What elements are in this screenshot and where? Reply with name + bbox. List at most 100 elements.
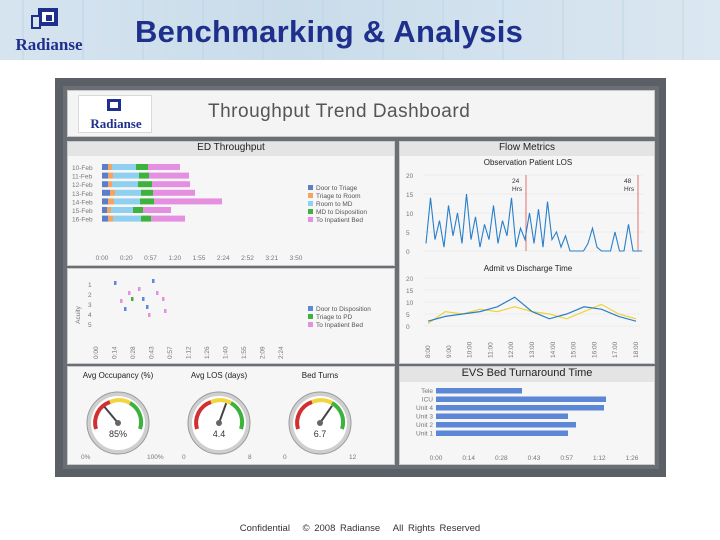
flow-metrics-title: Flow Metrics bbox=[400, 142, 654, 156]
slide-title: Benchmarking & Analysis bbox=[135, 14, 524, 49]
admit-discharge-chart: 20 15 10 5 0 8:00 9:00 10:00 11:00 12:00 13:00 14:0… bbox=[406, 276, 640, 358]
ed-throughput-bar bbox=[108, 215, 113, 222]
dashboard-logo-wordmark: Radianse bbox=[90, 116, 142, 131]
footer-rights: All Rights Reserved bbox=[392, 523, 481, 534]
ed-legend-swatch bbox=[308, 209, 313, 214]
evs-bar bbox=[436, 388, 522, 394]
acuity-legend-label: Triage to PD bbox=[316, 314, 353, 321]
gauge-max: 100% bbox=[147, 454, 164, 461]
evs-panel: EVS Bed Turnaround Time Tele ICU Unit 4 Uni… bbox=[399, 366, 655, 465]
ed-time-tick: 1:20 bbox=[168, 255, 181, 262]
dashboard-logo: Radianse bbox=[78, 95, 152, 133]
admit-time-tick: 9:00 bbox=[446, 345, 453, 358]
gauge-arc-red bbox=[93, 400, 111, 430]
obs-los-line bbox=[425, 193, 642, 252]
ed-throughput-bar bbox=[139, 172, 149, 179]
ed-throughput-bar bbox=[153, 189, 195, 196]
gauge-needle bbox=[319, 405, 333, 424]
gauge-hub bbox=[115, 420, 121, 426]
ed-throughput-bar bbox=[143, 207, 171, 213]
ed-throughput-bar bbox=[102, 215, 108, 222]
evs-bar bbox=[436, 422, 576, 428]
ed-throughput-bar bbox=[102, 207, 107, 213]
ed-throughput-bar bbox=[112, 164, 136, 170]
ed-time-tick: 0:00 bbox=[96, 255, 109, 262]
acuity-point bbox=[162, 297, 165, 301]
evs-title: EVS Bed Turnaround Time bbox=[400, 367, 654, 382]
gauge-value: 85% bbox=[109, 429, 127, 439]
acuity-time-tick: 1:40 bbox=[223, 346, 230, 359]
acuity-time-tick: 0:14 bbox=[112, 346, 119, 359]
ed-time-tick: 2:52 bbox=[241, 255, 254, 262]
ed-time-tick: 2:24 bbox=[217, 255, 230, 262]
dashboard-screenshot-frame: Radianse Throughput Trend Dashboard ED T… bbox=[55, 78, 666, 477]
gauge-value: 6.7 bbox=[314, 429, 327, 439]
ed-throughput-bar bbox=[102, 189, 110, 196]
admit-time-tick: 16:00 bbox=[591, 341, 598, 358]
evs-unit-label: Unit 1 bbox=[416, 431, 433, 438]
acuity-y-tick: 1 bbox=[88, 282, 92, 289]
gauge-arc-red bbox=[194, 400, 212, 430]
admit-y-tick: 10 bbox=[406, 300, 414, 307]
obs-y-tick: 15 bbox=[406, 192, 414, 199]
ed-date-label: 16-Feb bbox=[72, 217, 93, 224]
evs-unit-label: Unit 2 bbox=[416, 422, 433, 429]
evs-time-tick: 0:28 bbox=[495, 455, 508, 462]
obs-los-title: Observation Patient LOS bbox=[483, 158, 573, 167]
acuity-point bbox=[128, 291, 131, 295]
gauge-needle bbox=[218, 402, 228, 424]
ed-date-label: 15-Feb bbox=[72, 208, 93, 215]
ed-throughput-title: ED Throughput bbox=[68, 142, 394, 156]
acuity-legend-label: To Inpatient Bed bbox=[316, 322, 363, 329]
ed-date-label: 13-Feb bbox=[72, 191, 93, 198]
ed-throughput-bar bbox=[149, 172, 189, 179]
ed-throughput-bar bbox=[111, 207, 133, 213]
radianse-logo: Radianse bbox=[8, 6, 90, 56]
ed-time-tick: 3:50 bbox=[290, 255, 303, 262]
ed-throughput-bar bbox=[140, 198, 154, 205]
acuity-y-tick: 3 bbox=[88, 302, 92, 309]
gauge-max: 12 bbox=[349, 454, 357, 461]
evs-unit-label: Tele bbox=[421, 388, 433, 395]
evs-unit-label: Unit 3 bbox=[416, 414, 433, 421]
ed-throughput-bar bbox=[108, 172, 113, 179]
obs-48hr-unit: Hrs bbox=[624, 186, 635, 193]
acuity-legend-label: Door to Disposition bbox=[316, 306, 371, 313]
ed-date-label: 12-Feb bbox=[72, 182, 93, 189]
acuity-time-tick: 0:57 bbox=[167, 346, 174, 359]
admit-line bbox=[427, 296, 637, 322]
ed-time-tick: 0:57 bbox=[144, 255, 157, 262]
gauge-min: 0 bbox=[182, 454, 186, 461]
ed-throughput-bar bbox=[152, 181, 190, 188]
acuity-legend-swatch bbox=[308, 314, 313, 319]
acuity-y-tick: 2 bbox=[88, 292, 92, 299]
ed-throughput-bar bbox=[141, 189, 153, 196]
ed-throughput-bar bbox=[151, 215, 185, 222]
ed-throughput-bar bbox=[107, 207, 111, 213]
acuity-time-tick: 2:24 bbox=[278, 346, 285, 359]
admit-time-tick: 12:00 bbox=[508, 341, 515, 358]
acuity-point bbox=[152, 279, 155, 283]
ed-throughput-bar bbox=[108, 198, 114, 205]
acuity-time-tick: 1:12 bbox=[186, 346, 193, 359]
ed-throughput-bar bbox=[133, 207, 143, 213]
admit-time-tick: 15:00 bbox=[571, 341, 578, 358]
evs-time-tick: 1:26 bbox=[626, 455, 639, 462]
footer: Confidential © 2008 Radianse All Rights … bbox=[0, 523, 720, 534]
gauge-title: Avg LOS (days) bbox=[191, 371, 248, 380]
ed-throughput-bar bbox=[136, 164, 148, 170]
acuity-point bbox=[138, 287, 141, 291]
admit-time-tick: 14:00 bbox=[550, 341, 557, 358]
acuity-time-tick: 2:09 bbox=[260, 346, 267, 359]
acuity-point bbox=[131, 297, 134, 301]
ed-legend-swatch bbox=[308, 217, 313, 222]
ed-throughput-bar bbox=[154, 198, 222, 205]
gauge-arc-yellow bbox=[109, 398, 131, 405]
evs-time-tick: 1:12 bbox=[593, 455, 606, 462]
admit-y-tick: 5 bbox=[406, 312, 410, 319]
acuity-point bbox=[146, 305, 149, 309]
acuity-time-tick: 1:55 bbox=[241, 346, 248, 359]
ed-throughput-bar bbox=[115, 189, 141, 196]
